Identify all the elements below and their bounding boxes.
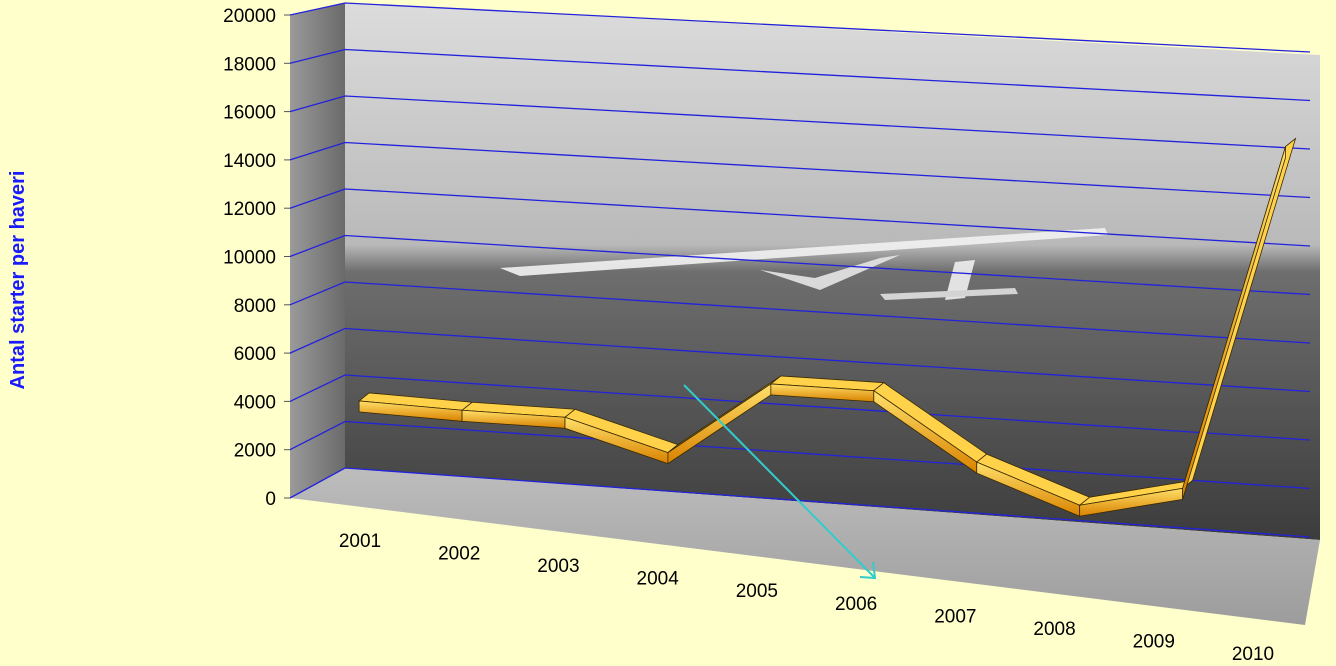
y-tick-label: 12000 <box>223 199 276 220</box>
x-axis: 2001 2002 2003 2004 2005 2006 2007 2008 2009 2010 <box>339 531 1274 665</box>
floor <box>290 468 1320 625</box>
x-tick-label: 2008 <box>1033 619 1075 640</box>
x-tick-label: 2003 <box>537 556 579 577</box>
gridline <box>289 234 1311 296</box>
x-tick-label: 2009 <box>1133 631 1175 652</box>
y-tick-label: 8000 <box>234 296 276 317</box>
glider-photo <box>500 228 1108 300</box>
gridline <box>289 188 1311 247</box>
trend-arrow <box>683 384 877 580</box>
gridline <box>289 281 1311 344</box>
y-tick-label: 6000 <box>234 344 276 365</box>
x-tick-label: 2002 <box>438 544 480 565</box>
y-axis: 0 2000 4000 6000 8000 10000 12000 14000 16000 180… <box>223 6 290 510</box>
x-tick-label: 2004 <box>637 569 680 590</box>
x-tick-label: 2006 <box>835 594 877 615</box>
gridline <box>289 48 1311 102</box>
x-tick-label: 2005 <box>736 581 778 602</box>
y-tick-label: 10000 <box>223 248 276 269</box>
y-tick-label: 16000 <box>223 103 276 124</box>
y-tick-label: 0 <box>265 489 276 510</box>
gridline <box>289 327 1311 393</box>
y-axis-label: Antal starter per haveri <box>7 171 29 390</box>
y-tick-label: 2000 <box>234 441 276 462</box>
line-series <box>358 137 1297 517</box>
back-wall <box>345 3 1320 540</box>
x-tick-label: 2001 <box>339 531 381 552</box>
x-tick-label: 2010 <box>1232 644 1274 665</box>
gridline <box>289 2 1311 53</box>
gridlines <box>289 2 1311 538</box>
x-tick-label: 2007 <box>934 606 976 627</box>
gridline <box>289 141 1311 199</box>
gridline <box>289 374 1311 441</box>
side-wall <box>290 3 345 498</box>
ribbon-segment-front <box>1182 146 1286 500</box>
y-tick-label: 4000 <box>234 392 276 413</box>
y-tick-label: 20000 <box>223 6 276 27</box>
y-tick-label: 18000 <box>223 54 276 75</box>
gridline <box>289 95 1311 150</box>
gridline <box>289 467 1311 538</box>
y-tick-label: 14000 <box>223 151 276 172</box>
